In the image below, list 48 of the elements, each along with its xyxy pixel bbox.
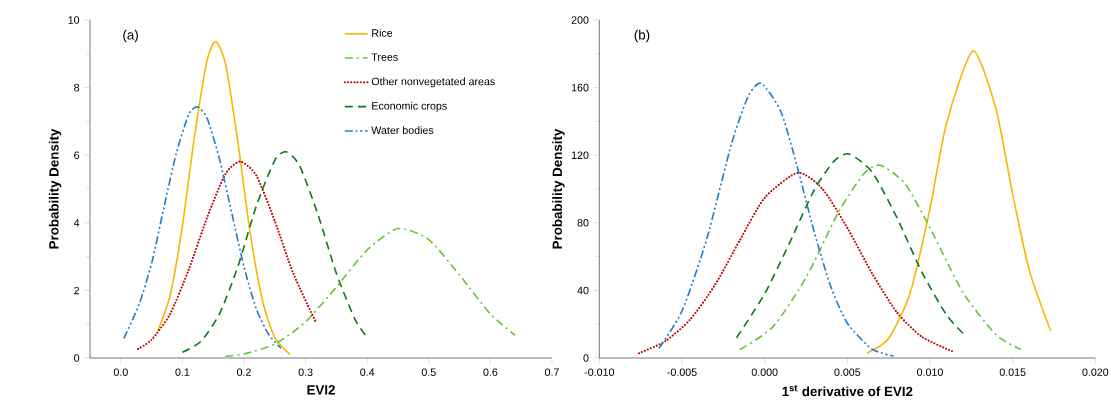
x-axis-title: 1$^{st}$ derivative of EVI2 (782, 385, 913, 397)
y-tick-label: 10 (68, 16, 80, 24)
y-axis-title: Probability Density (48, 128, 62, 249)
x-axis-title: EVI2 (307, 385, 335, 395)
y-tick-label: 0 (583, 354, 589, 362)
y-axis-title: Probability Density (552, 128, 565, 249)
y-tick-label: 80 (577, 219, 589, 227)
legend-label: Rice (372, 28, 393, 37)
x-tick-label: 0.010 (917, 368, 943, 376)
y-tick-label: 6 (74, 151, 80, 159)
line-series (658, 82, 895, 357)
legend-label: Other nonvegetated areas (371, 77, 495, 88)
legend-label: Trees (371, 53, 398, 61)
y-tick-label: 4 (73, 219, 80, 227)
x-tick-label: 0.7 (545, 368, 559, 376)
annotation: (b) (634, 29, 650, 43)
x-tick-label: 0.015 (999, 368, 1026, 376)
line-series (181, 151, 368, 354)
line-series (123, 106, 282, 349)
y-tick-label: 8 (74, 83, 80, 92)
y-tick-label: 2 (74, 286, 80, 295)
x-tick-label: -0.005 (667, 368, 697, 376)
legend-label: Water bodies (371, 126, 434, 135)
x-tick-label: 0.6 (483, 368, 498, 376)
y-tick-label: 120 (571, 151, 589, 159)
annotation: (a) (123, 29, 138, 43)
line-series (866, 50, 1052, 354)
line-series (637, 171, 955, 355)
line-series (735, 153, 966, 339)
y-tick-label: 0 (74, 354, 80, 362)
x-tick-label: 0.1 (175, 368, 190, 376)
y-tick-label: 40 (577, 286, 589, 295)
x-tick-label: 0.2 (237, 368, 251, 376)
x-tick-label: 0.3 (298, 368, 313, 376)
x-tick-label: 0.0 (113, 368, 128, 376)
x-tick-label: -0.010 (584, 368, 615, 376)
x-tick-label: 0.4 (360, 368, 375, 376)
x-tick-label: 0.5 (421, 368, 436, 376)
line-series (136, 160, 318, 350)
line-series (224, 227, 516, 358)
legend-label: Economic crops (372, 101, 447, 112)
y-tick-label: 160 (571, 83, 589, 92)
x-tick-label: 0.000 (751, 368, 778, 376)
y-tick-label: 200 (571, 16, 589, 24)
x-tick-label: 0.020 (1082, 368, 1109, 376)
line-series (739, 164, 1022, 351)
x-tick-label: 0.005 (834, 368, 861, 376)
line-series (156, 40, 291, 356)
